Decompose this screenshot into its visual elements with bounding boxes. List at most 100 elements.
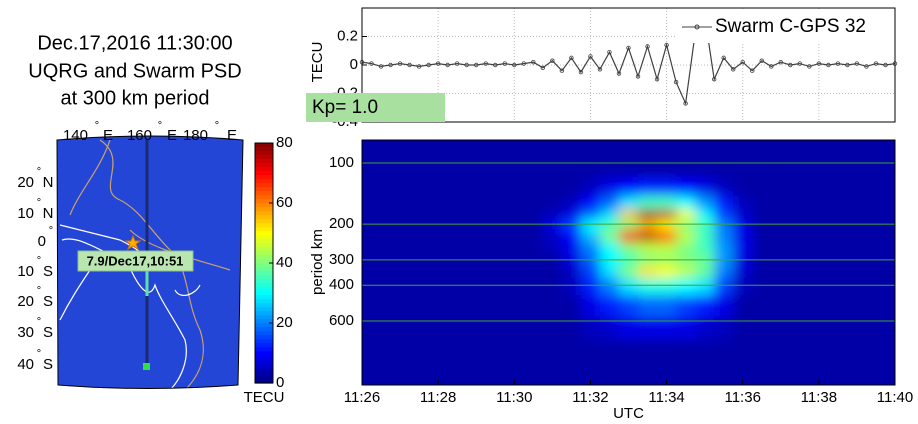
point — [807, 64, 812, 69]
colorbar-segment — [255, 283, 273, 288]
colorbar-tick-label: 80 — [276, 134, 293, 151]
track-marker — [143, 363, 150, 370]
heatmap-cell — [695, 316, 715, 341]
heatmap-cell — [599, 177, 620, 196]
title-line: Dec.17,2016 11:30:00 — [37, 32, 232, 54]
point — [616, 71, 622, 76]
colorbar-segment — [255, 359, 273, 364]
colorbar-segment — [255, 347, 273, 352]
heatmap-cell — [657, 295, 677, 317]
heatmap-cell — [638, 219, 658, 231]
y-tick-label: 200 — [329, 215, 354, 232]
point — [654, 77, 660, 82]
point — [864, 64, 869, 69]
heatmap-cell — [580, 295, 601, 317]
colorbar-segment — [255, 239, 273, 244]
degree-symbol: ° — [37, 166, 41, 178]
colorbar-segment — [255, 235, 273, 240]
point — [521, 61, 527, 66]
lat-label: 0 — [38, 233, 46, 250]
heatmap-cell — [580, 316, 601, 341]
point — [454, 61, 460, 66]
heatmap-cell — [638, 230, 658, 243]
heatmap-cell — [618, 278, 639, 296]
x-tick-label: 11:26 — [344, 389, 380, 406]
heatmap-cell — [657, 219, 677, 231]
y-tick-label: 400 — [329, 276, 354, 293]
heatmap-cell — [638, 241, 658, 255]
colorbar-segment — [255, 343, 273, 348]
heatmap-cell — [676, 265, 696, 279]
annotation-box — [306, 93, 445, 122]
lon-hemisphere: E — [227, 127, 237, 144]
colorbar-segment — [255, 247, 273, 252]
heatmap-cell — [599, 195, 620, 211]
point — [883, 62, 888, 68]
x-tick-label: 11:28 — [420, 389, 456, 406]
lat-hemisphere: S — [43, 324, 53, 341]
colorbar-segment — [255, 339, 273, 344]
lon-label: 160 — [127, 127, 152, 144]
heatmap-cell — [733, 219, 753, 231]
lat-label: 40 — [17, 356, 34, 373]
heatmap-cell — [580, 219, 601, 231]
legend-box — [675, 9, 894, 43]
point — [435, 61, 441, 66]
lat-label: 10 — [17, 205, 34, 222]
heatmap-cell — [676, 316, 696, 341]
heatmap-cell — [542, 265, 563, 279]
heatmap-cell — [676, 278, 696, 296]
colorbar-segment — [255, 355, 273, 360]
heatmap-cell — [657, 265, 677, 279]
colorbar-segment — [255, 175, 273, 180]
colorbar-segment — [255, 163, 273, 168]
heatmap-cell — [714, 177, 734, 196]
map-annotation: 7.9/Dec17,10:51 — [87, 253, 184, 268]
point — [407, 62, 412, 68]
point — [378, 64, 384, 69]
heatmap-cell — [542, 241, 563, 255]
lat-label: 30 — [17, 324, 34, 341]
heatmap-cell — [618, 295, 639, 317]
y-tick-label: 100 — [329, 154, 354, 171]
heatmap-cell — [714, 219, 734, 231]
heatmap-cell — [561, 230, 582, 243]
x-tick-label: 11:38 — [801, 389, 837, 406]
colorbar-segment — [255, 211, 273, 216]
point — [740, 59, 745, 65]
heatmap-cell — [542, 209, 563, 221]
colorbar-segment — [255, 203, 273, 208]
heatmap-cell — [561, 209, 582, 221]
heatmap-cell — [657, 230, 677, 243]
colorbar-segment — [255, 231, 273, 236]
colorbar-segment — [255, 363, 273, 368]
point — [673, 79, 679, 85]
heatmap-cell — [733, 230, 753, 243]
point — [835, 61, 841, 66]
degree-symbol: ° — [49, 225, 53, 237]
heatmap-cell — [542, 177, 563, 196]
point — [597, 67, 603, 72]
point — [873, 61, 879, 66]
colorbar-segment — [255, 295, 273, 300]
title-line: at 300 km period — [61, 87, 210, 109]
colorbar-label: TECU — [244, 389, 285, 406]
heatmap-cell — [733, 195, 753, 211]
colorbar-segment — [255, 227, 273, 232]
heatmap-cell — [752, 278, 772, 296]
colorbar-segment — [255, 259, 273, 264]
heatmap-cell — [542, 219, 563, 231]
heatmap-cell — [752, 209, 772, 221]
heatmap-cell — [676, 195, 696, 211]
x-axis-label: UTC — [613, 405, 644, 422]
heatmap-cell — [733, 278, 753, 296]
heatmap-cell — [542, 230, 563, 243]
point — [635, 74, 641, 79]
point — [759, 58, 764, 63]
colorbar-segment — [255, 207, 273, 212]
colorbar-segment — [255, 151, 273, 156]
x-tick-label: 11:32 — [572, 389, 608, 406]
heatmap-cell — [733, 295, 753, 317]
heatmap-cell — [599, 278, 620, 296]
